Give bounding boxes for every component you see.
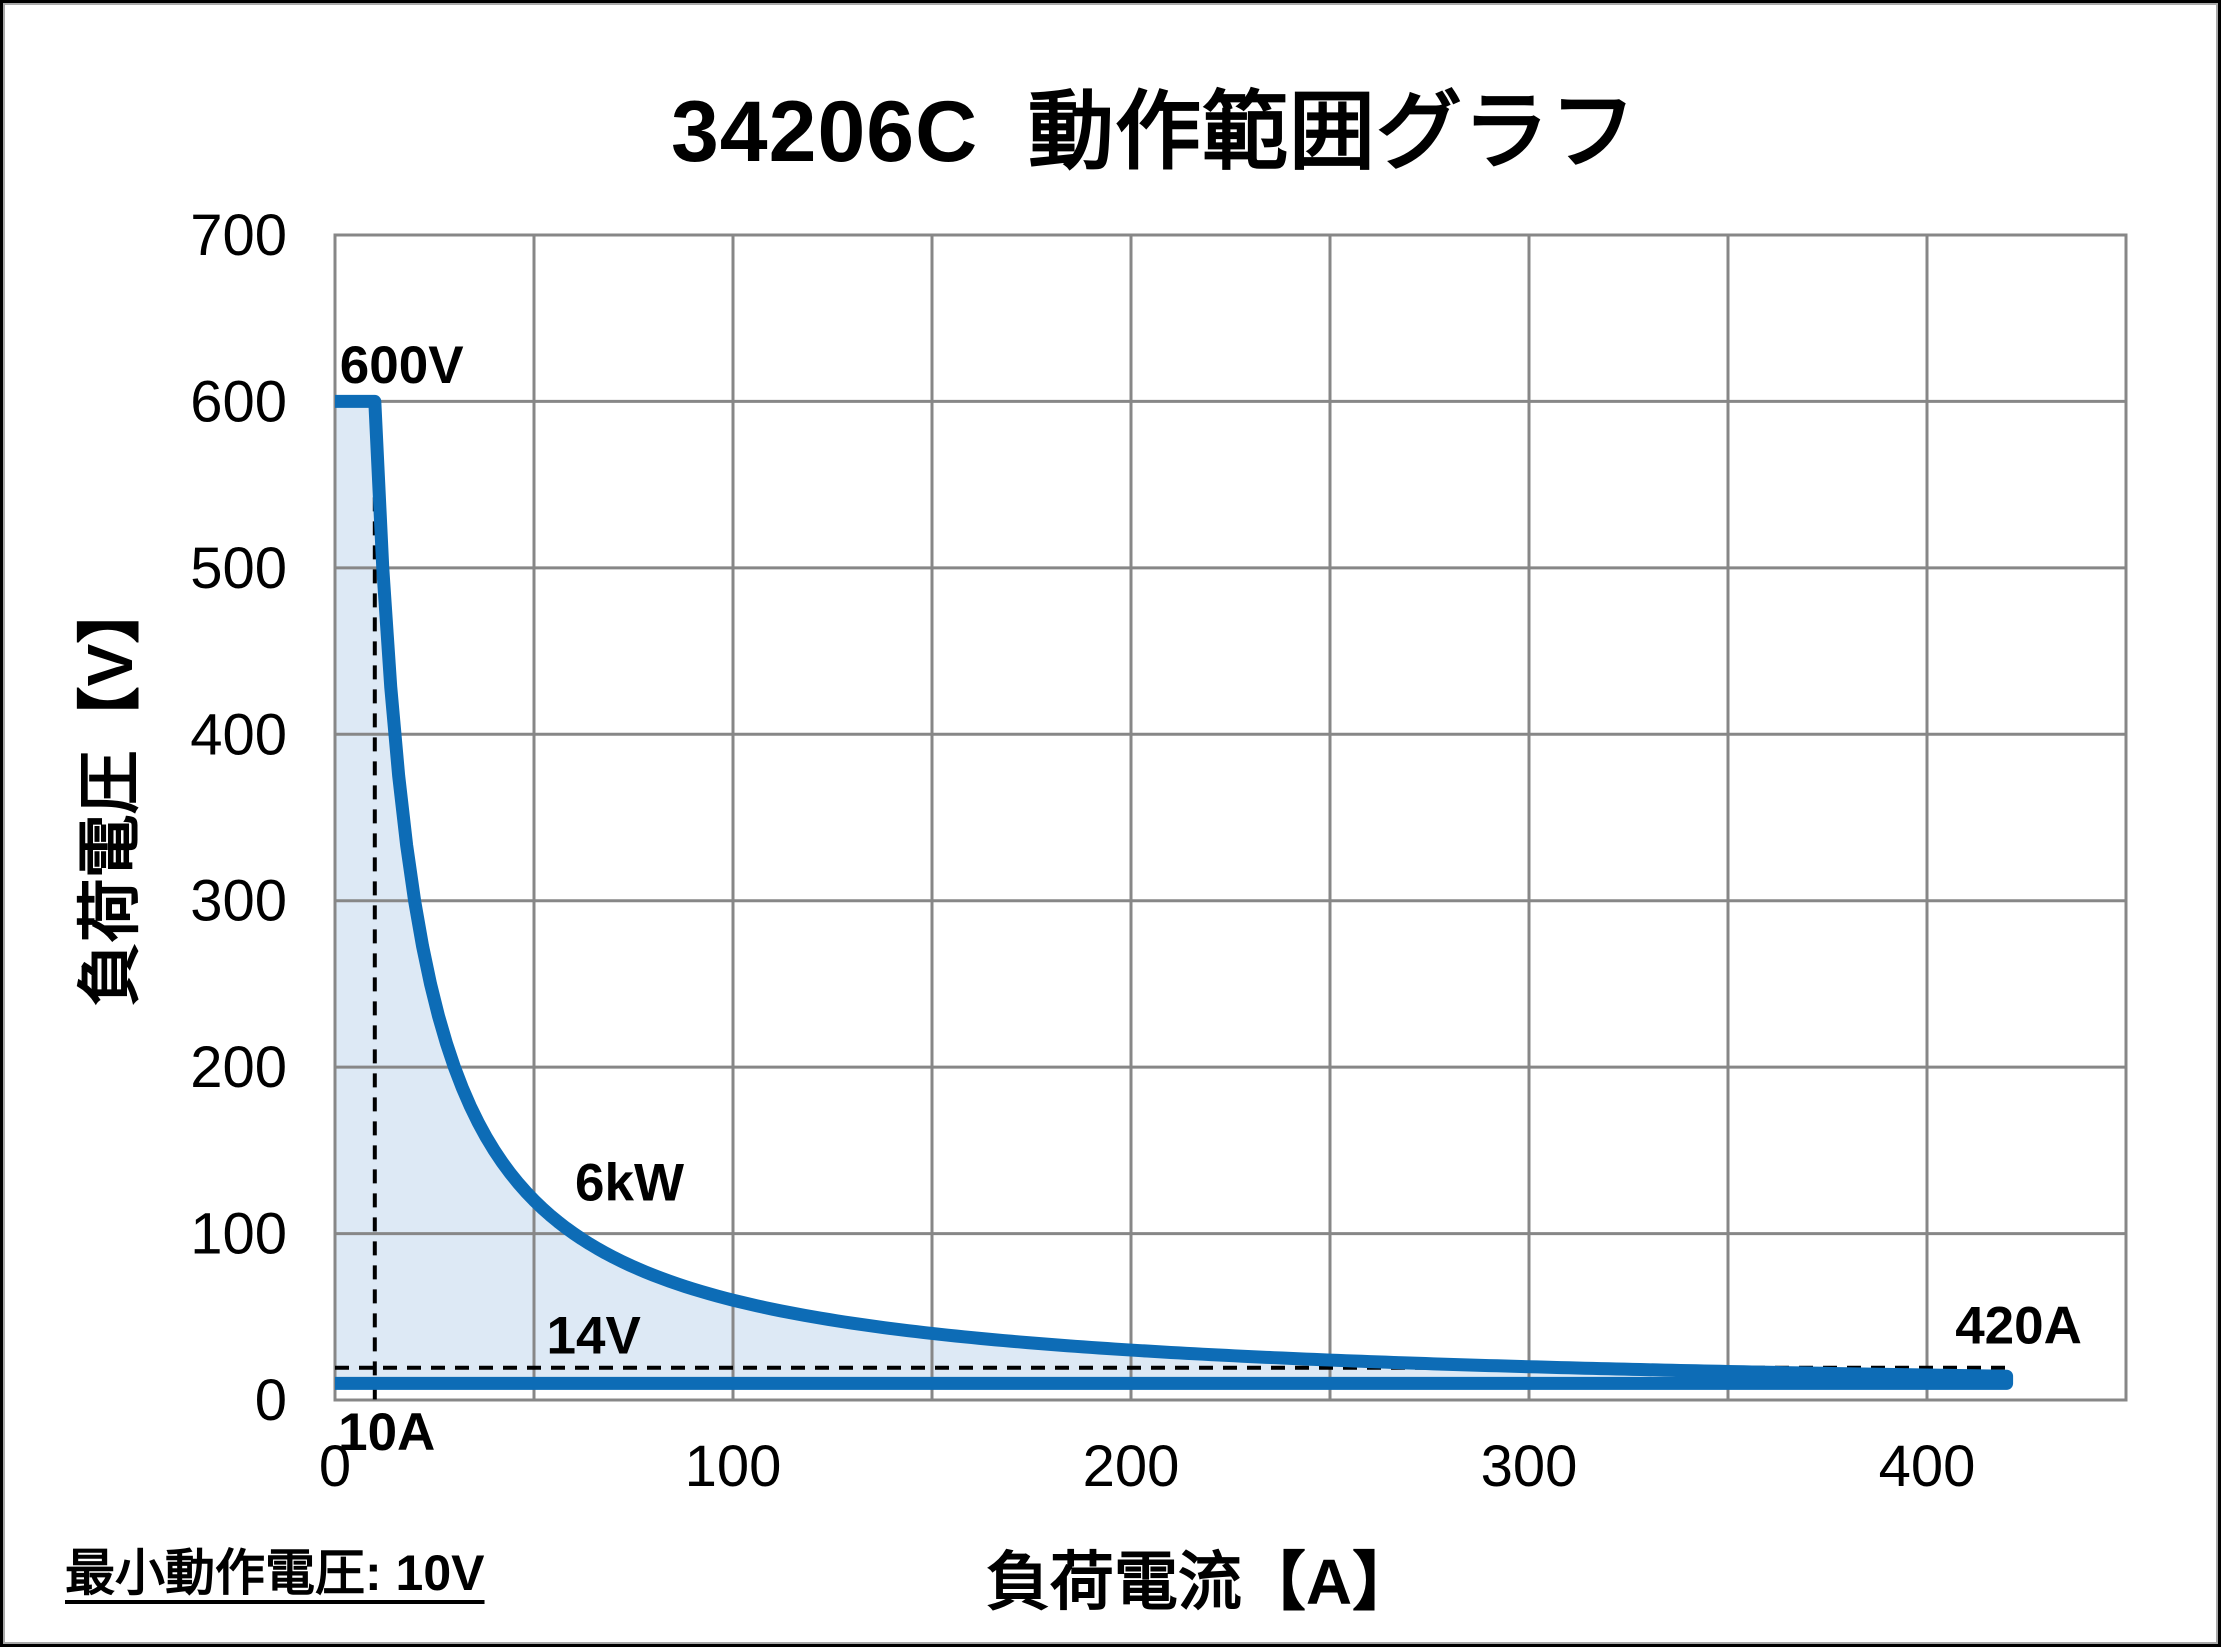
- annotation-10A: 10A: [338, 1403, 435, 1462]
- x-tick-label: 0: [319, 1434, 351, 1499]
- operating-range-plot: 0 100 200 300 400 500 600 700 0 100 200 300 400 600V 6…: [190, 203, 2128, 1499]
- y-axis-title: 負荷電圧【V】: [74, 579, 146, 1007]
- y-tick-label: 700: [190, 203, 287, 268]
- annotation-14V: 14V: [547, 1306, 641, 1365]
- annotation-420A: 420A: [1955, 1296, 2082, 1355]
- x-tick-label: 200: [1083, 1434, 1180, 1499]
- x-axis-title: 負荷電流【A】: [985, 1546, 1417, 1618]
- x-tick-label: 400: [1879, 1434, 1976, 1499]
- y-tick-label: 0: [255, 1368, 287, 1433]
- y-tick-label: 200: [190, 1035, 287, 1100]
- y-tick-label: 300: [190, 869, 287, 934]
- operating-limit-line: [335, 394, 2014, 1390]
- y-tick-label: 100: [190, 1202, 287, 1267]
- min-operating-voltage-note: 最小動作電圧: 10V: [65, 1545, 485, 1601]
- operating-region-fill: [335, 401, 2007, 1384]
- plot-border: [333, 233, 2128, 1402]
- annotation-600V: 600V: [340, 336, 464, 395]
- y-tick-label: 500: [190, 536, 287, 601]
- x-tick-label: 300: [1481, 1434, 1578, 1499]
- chart-title: 34206C 動作範囲グラフ: [670, 84, 1638, 180]
- annotation-6kW: 6kW: [575, 1153, 684, 1212]
- y-tick-label: 600: [190, 369, 287, 434]
- y-tick-label: 400: [190, 702, 287, 767]
- x-tick-label: 100: [685, 1434, 782, 1499]
